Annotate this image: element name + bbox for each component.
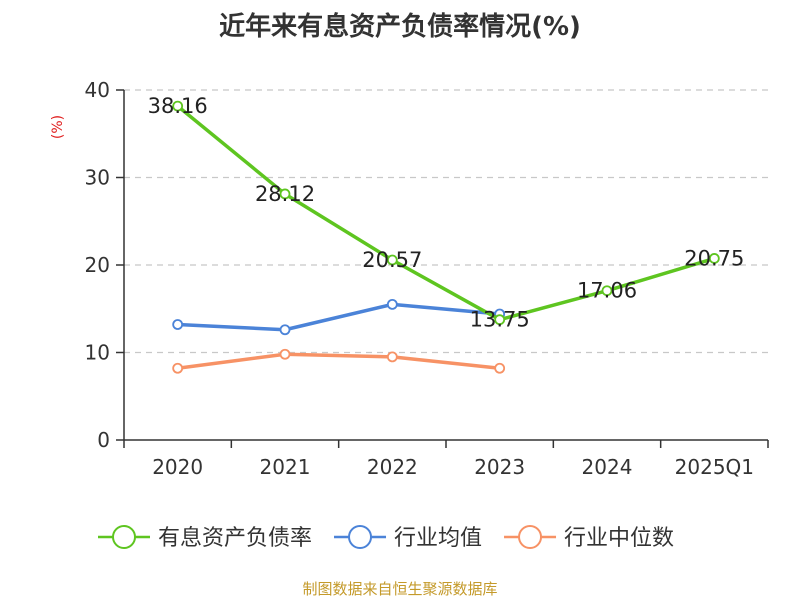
legend-marker-0 xyxy=(112,525,136,549)
series-point-0-2 xyxy=(386,254,398,266)
y-tick-label: 30 xyxy=(85,166,110,190)
data-label: 38.16 xyxy=(148,94,208,118)
series-point-0-5 xyxy=(708,253,720,264)
data-label: 17.06 xyxy=(577,279,637,303)
data-label: 13.75 xyxy=(470,308,530,332)
chart-title: 近年来有息资产负债率情况(%) xyxy=(219,12,581,42)
series-line-1 xyxy=(177,302,500,332)
axes: 0 10 20 30 40 2020 2021 2022 2023 2024 2025Q1 xyxy=(85,78,769,479)
data-label: 20.75 xyxy=(684,246,744,270)
legend: 有息资产负债率 行业均值 行业中位数 xyxy=(98,525,674,551)
data-label: 28.12 xyxy=(255,182,315,206)
x-tick-label: 2021 xyxy=(260,455,311,479)
series-point-1-0 xyxy=(172,319,184,330)
legend-label: 行业均值 xyxy=(394,526,482,551)
data-label: 20.57 xyxy=(362,248,422,272)
series-point-2-2 xyxy=(386,351,398,363)
legend-marker-1 xyxy=(348,525,373,549)
series-point-2-3 xyxy=(494,362,506,374)
legend-label: 有息资产负债率 xyxy=(158,526,312,551)
y-tick-label: 20 xyxy=(85,253,110,277)
series-point-0-1 xyxy=(279,188,291,200)
legend-label: 行业中位数 xyxy=(564,526,674,551)
y-tick-label: 10 xyxy=(85,341,110,365)
x-tick-label: 2022 xyxy=(367,455,418,479)
series-point-2-0 xyxy=(172,362,184,374)
series-point-0-3 xyxy=(494,314,506,326)
series-lines xyxy=(172,100,720,374)
x-tick-label: 2024 xyxy=(582,455,633,479)
y-axis-label: (%) xyxy=(50,115,66,139)
series-point-2-1 xyxy=(279,348,291,360)
series-point-1-2 xyxy=(386,298,398,310)
legend-marker-2 xyxy=(518,525,543,549)
series-point-1-1 xyxy=(279,324,291,336)
x-tick-label: 2025Q1 xyxy=(675,455,754,479)
series-line-2 xyxy=(177,352,500,370)
data-labels: 38.16 28.12 20.57 13.75 17.06 20.75 xyxy=(148,94,745,332)
y-tick-label: 0 xyxy=(97,428,110,452)
source-note: 制图数据来自恒生聚源数据库 xyxy=(302,580,498,598)
grid-lines xyxy=(124,89,768,354)
x-tick-label: 2023 xyxy=(474,455,525,479)
y-tick-label: 40 xyxy=(85,78,110,102)
series-line-0 xyxy=(176,104,715,322)
series-point-0-4 xyxy=(601,285,613,297)
series-point-0-0 xyxy=(172,100,184,112)
x-tick-label: 2020 xyxy=(152,455,203,479)
